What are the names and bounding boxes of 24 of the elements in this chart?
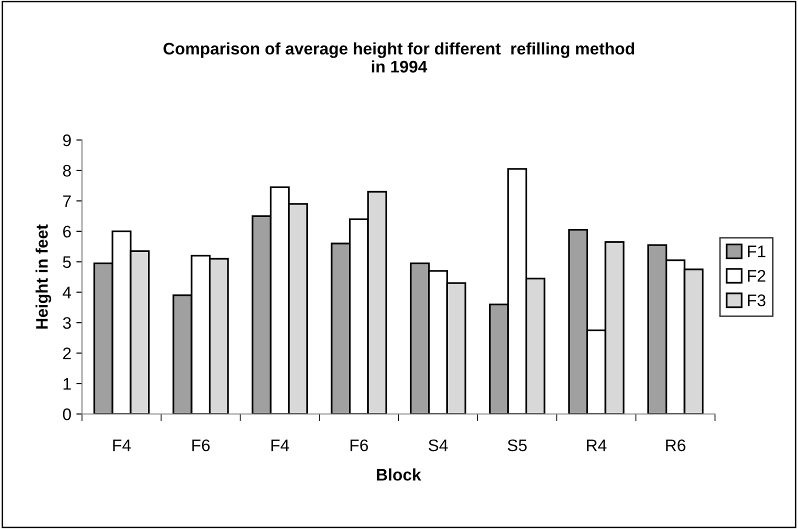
y-tick-label: 0 (62, 408, 71, 420)
x-tick-label: R4 (587, 440, 606, 452)
legend-label: F1 (748, 246, 766, 258)
y-tick-label: 9 (63, 134, 71, 146)
x-tick-label: F6 (192, 439, 210, 452)
x-axis-title: Block (376, 468, 422, 481)
y-tick-label: 6 (63, 226, 71, 238)
chart-title: Comparison of average height for different refilling method in 1994 (164, 42, 634, 73)
y-tick-label: 5 (62, 256, 71, 268)
x-tick-label: F4 (113, 440, 131, 452)
y-tick-label: 2 (63, 348, 71, 360)
x-tick-label: F6 (350, 439, 368, 452)
x-tick-label: S5 (508, 439, 527, 452)
y-tick-label: 1 (64, 378, 71, 390)
y-tick-label: 4 (62, 286, 72, 298)
x-tick-label: S4 (428, 439, 448, 452)
y-tick-label: 8 (63, 164, 71, 177)
y-tick-label: 3 (62, 317, 71, 329)
legend-label: F2 (748, 270, 766, 282)
x-tick-label: R6 (666, 439, 686, 452)
y-axis-title: Height in feet (36, 224, 52, 329)
x-tick-label: F4 (271, 440, 290, 452)
legend-label: F3 (748, 294, 766, 306)
y-tick-label: 7 (63, 195, 71, 207)
